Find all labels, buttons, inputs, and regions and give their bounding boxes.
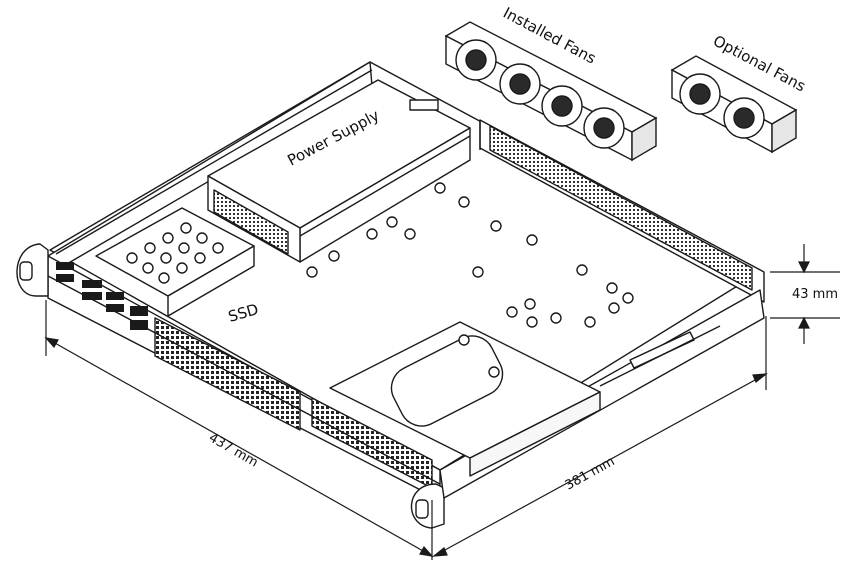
front-io-ports	[56, 262, 148, 330]
right-wall-vent-mesh	[489, 125, 753, 291]
chassis	[16, 61, 765, 529]
installed-fans	[444, 21, 658, 162]
psu-side-vents	[213, 189, 289, 255]
optional-fan-rotors	[679, 73, 765, 139]
width-dimension-line	[45, 337, 433, 557]
label-width-dimension: 437 mm	[206, 430, 261, 470]
front-vent-mesh-left	[154, 317, 301, 431]
shroud-window	[390, 335, 504, 427]
label-depth-dimension: 381 mm	[563, 454, 618, 493]
ssd-cage-holes	[126, 222, 224, 284]
label-height-dimension: 43 mm	[792, 287, 838, 302]
installed-fan-rotors	[455, 39, 625, 149]
optional-fans	[670, 55, 798, 154]
depth-dimension-line	[433, 373, 767, 557]
standoffs	[306, 182, 634, 378]
dimension-lines	[44, 244, 840, 560]
